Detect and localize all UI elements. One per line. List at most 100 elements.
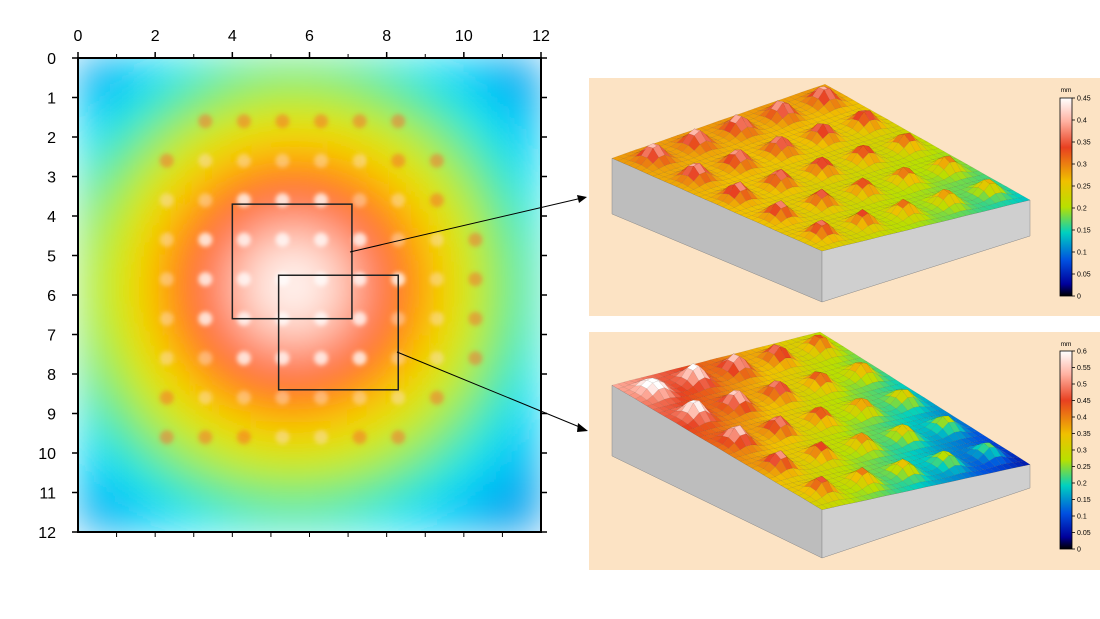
heatmap-bump	[275, 430, 290, 445]
y-tick-label: 2	[47, 130, 56, 147]
heatmap-bump	[275, 351, 290, 366]
heatmap-bump	[429, 193, 444, 208]
colorbar-bottom-unit: mm	[1061, 341, 1072, 348]
heatmap-bump	[468, 351, 483, 366]
y-tick-label: 6	[47, 288, 56, 305]
x-tick-label: 0	[74, 28, 83, 45]
heatmap-bump	[429, 351, 444, 366]
colorbar-tick-label: 0.1	[1077, 250, 1087, 257]
heatmap-bump	[236, 232, 251, 247]
heatmap-bump	[352, 311, 367, 326]
y-tick-label: 8	[47, 367, 56, 384]
heatmap-bump	[429, 232, 444, 247]
surface-panel-top: mm 0.45 0.4 0.35 0.3 0.25 0.2 0.15 0.1 0.05 0	[589, 78, 1100, 316]
x-tick-label: 10	[455, 28, 473, 45]
colorbar-tick-label: 0.25	[1077, 464, 1091, 471]
heatmap-bump	[198, 153, 213, 168]
x-tick-label: 6	[305, 28, 314, 45]
colorbar-tick-label: 0.4	[1077, 118, 1087, 125]
arrowhead-top	[577, 195, 587, 203]
colorbar-tick-label: 0	[1077, 294, 1081, 301]
y-tick-label: 5	[47, 249, 56, 266]
zoom-box-region-b	[277, 274, 399, 391]
y-tick-label: 0	[47, 51, 56, 68]
heatmap-field	[78, 58, 541, 532]
colorbar-tick-label: 0.3	[1077, 162, 1087, 169]
heatmap-bump	[468, 232, 483, 247]
colorbar-bottom-ticks: 0.6 0.55 0.5 0.45 0.4 0.35 0.3 0.25 0.2 0.15 0.1 0.…	[1072, 349, 1091, 554]
heatmap-bump	[198, 390, 213, 405]
heatmap-bump	[159, 311, 174, 326]
heatmap-bump	[275, 193, 290, 208]
heatmap-bump	[236, 390, 251, 405]
colorbar-tick-label: 0.45	[1077, 96, 1091, 103]
colorbar-tick-label: 0.25	[1077, 184, 1091, 191]
heatmap-bump	[198, 193, 213, 208]
heatmap-bump	[198, 272, 213, 287]
heatmap-bump	[391, 114, 406, 129]
heatmap-bump	[352, 351, 367, 366]
colorbar-tick-label: 0.15	[1077, 228, 1091, 235]
surface-plot-bottom	[611, 331, 1031, 559]
heatmap-bump	[159, 430, 174, 445]
y-tick-label: 9	[47, 407, 56, 424]
heatmap-bump	[352, 232, 367, 247]
heatmap-bump	[159, 351, 174, 366]
y-tick-label: 4	[47, 209, 56, 226]
y-tick-label: 10	[38, 446, 56, 463]
heatmap-bump	[275, 114, 290, 129]
colorbar-tick-label: 0.55	[1077, 365, 1091, 372]
heatmap-bump	[391, 193, 406, 208]
heatmap-bump	[429, 311, 444, 326]
heatmap-bump	[236, 351, 251, 366]
heatmap-bump	[236, 153, 251, 168]
colorbar-tick-label: 0.2	[1077, 206, 1087, 213]
heatmap-bump	[352, 430, 367, 445]
colorbar-tick-label: 0.2	[1077, 481, 1087, 488]
x-axis: 0 2 4 6 8 10 12	[74, 28, 550, 537]
heatmap-bump	[159, 232, 174, 247]
colorbar-tick-label: 0.1	[1077, 514, 1087, 521]
colorbar-tick-label: 0.05	[1077, 272, 1091, 279]
heatmap-bump	[352, 193, 367, 208]
colorbar-tick-label: 0.3	[1077, 448, 1087, 455]
heatmap-bump	[236, 114, 251, 129]
colorbar-tick-label: 0.5	[1077, 382, 1087, 389]
heatmap-bump	[198, 114, 213, 129]
heatmap-bump	[314, 390, 329, 405]
colorbar-tick-label: 0.4	[1077, 415, 1087, 422]
heatmap-bump	[198, 351, 213, 366]
heatmap-bump	[391, 390, 406, 405]
surface-patch	[1018, 196, 1031, 202]
colorbar-top-unit: mm	[1061, 87, 1072, 94]
x-tick-label: 4	[228, 28, 237, 45]
heatmap-bump	[391, 430, 406, 445]
heatmap-bump	[352, 153, 367, 168]
heatmap-bump	[314, 114, 329, 129]
y-tick-label: 7	[47, 328, 56, 345]
heatmap-bump	[429, 153, 444, 168]
colorbar-top-gradient	[1059, 97, 1073, 297]
zoom-arrows	[349, 195, 588, 432]
arrow-to-top-panel	[349, 197, 583, 253]
heatmap-bump	[314, 193, 329, 208]
colorbar-bottom: mm 0.60.550.50.450.40.350.30.250.20.150.…	[1059, 341, 1091, 554]
colorbar-tick-label: 0.15	[1077, 497, 1091, 504]
heatmap-bump	[198, 430, 213, 445]
heatmap-bump	[352, 390, 367, 405]
x-tick-label: 12	[532, 28, 550, 45]
arrow-to-bottom-panel	[396, 351, 583, 429]
heatmap-bump	[352, 114, 367, 129]
heatmap-bump	[159, 272, 174, 287]
surface-panel-bottom: mm 0.60.550.50.450.40.350.30.250.20.150.…	[589, 331, 1100, 570]
surface-patch	[1017, 460, 1031, 466]
y-tick-label: 3	[47, 170, 56, 187]
heatmap-bump	[159, 193, 174, 208]
heatmap-bump	[275, 153, 290, 168]
heatmap-bump	[159, 153, 174, 168]
heatmap-bump	[198, 311, 213, 326]
colorbar-tick-label: 0.35	[1077, 140, 1091, 147]
